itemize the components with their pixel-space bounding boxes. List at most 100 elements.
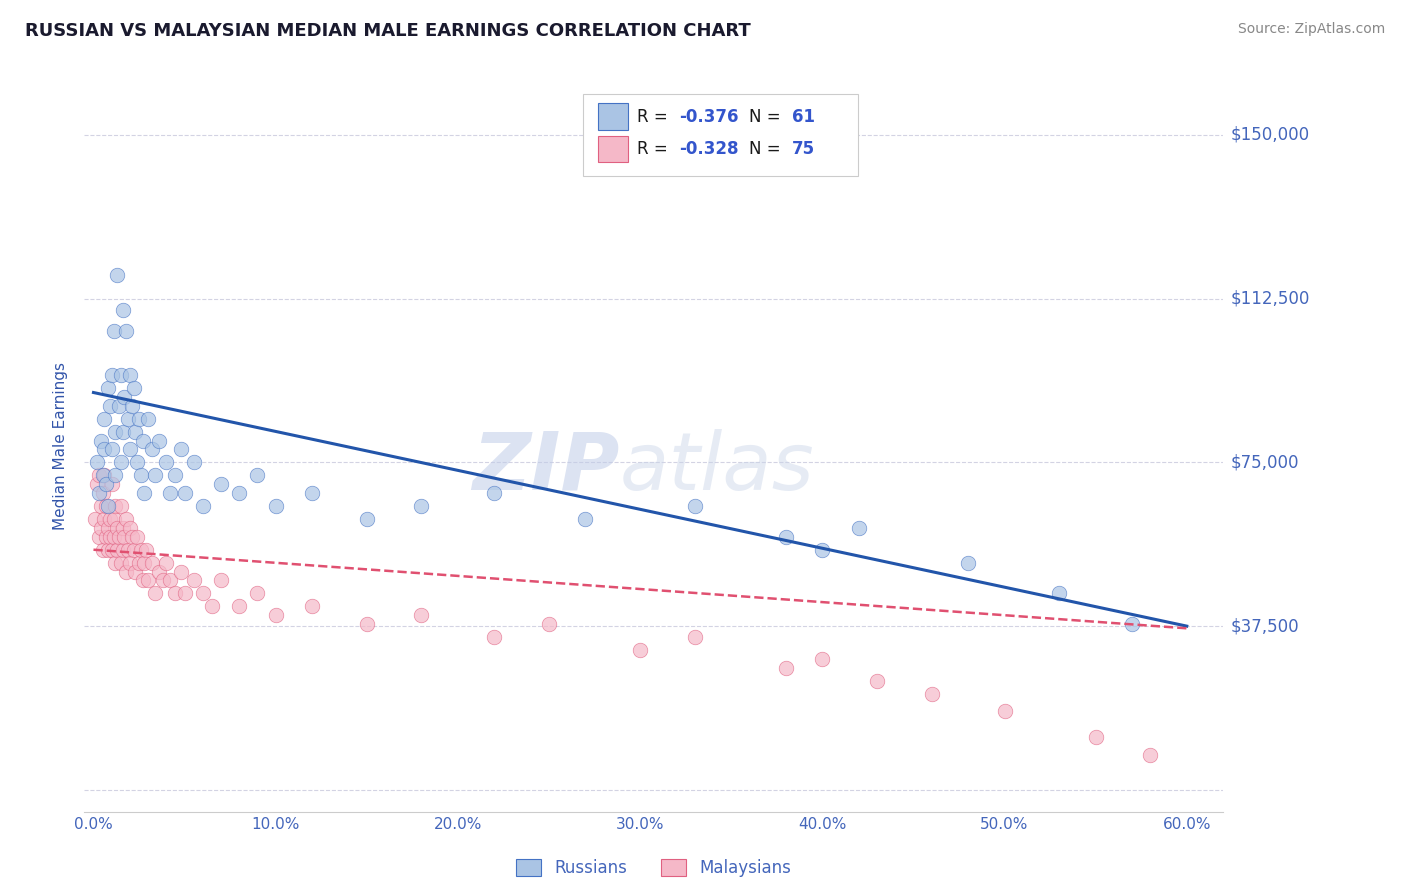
Text: N =: N = — [749, 140, 786, 158]
Point — [537, 616, 560, 631]
Text: ZIP: ZIP — [472, 429, 620, 507]
Point — [170, 442, 193, 457]
Text: -0.376: -0.376 — [679, 108, 738, 126]
Point — [111, 302, 134, 317]
Point — [136, 411, 159, 425]
Text: Source: ZipAtlas.com: Source: ZipAtlas.com — [1237, 22, 1385, 37]
Point — [209, 574, 232, 588]
Point — [131, 574, 153, 588]
Point — [1047, 586, 1070, 600]
Point — [111, 425, 134, 439]
Text: R =: R = — [637, 108, 673, 126]
Point — [98, 512, 121, 526]
Point — [111, 542, 134, 557]
Point — [96, 499, 118, 513]
Point — [173, 486, 195, 500]
Point — [103, 324, 125, 338]
Point — [1121, 616, 1143, 631]
Point — [110, 368, 132, 382]
Text: $150,000: $150,000 — [1230, 126, 1309, 144]
Point — [129, 468, 152, 483]
Point — [100, 542, 122, 557]
Legend: Russians, Malaysians: Russians, Malaysians — [510, 853, 797, 884]
Point — [201, 599, 224, 614]
Point — [98, 530, 121, 544]
Point — [921, 687, 943, 701]
Point — [122, 381, 145, 395]
Point — [683, 499, 706, 513]
Point — [87, 530, 110, 544]
Point — [135, 542, 157, 557]
Point — [86, 477, 108, 491]
Point — [148, 565, 170, 579]
Point — [118, 521, 141, 535]
Point — [122, 542, 145, 557]
Point — [124, 425, 146, 439]
Point — [97, 499, 120, 513]
Point — [209, 477, 232, 491]
Point — [121, 399, 143, 413]
Point — [91, 542, 114, 557]
Point — [152, 574, 174, 588]
Point — [104, 556, 127, 570]
Point — [105, 268, 128, 282]
Point — [100, 477, 122, 491]
Point — [228, 486, 250, 500]
Point — [246, 586, 269, 600]
Point — [91, 468, 114, 483]
Point — [1084, 731, 1107, 745]
Point — [155, 455, 177, 469]
Point — [484, 486, 506, 500]
Point — [811, 542, 834, 557]
Point — [136, 574, 159, 588]
Point — [131, 434, 153, 448]
Point — [93, 468, 115, 483]
Point — [159, 574, 181, 588]
Point — [775, 530, 797, 544]
Point — [97, 542, 120, 557]
Point — [97, 381, 120, 395]
Point — [118, 368, 141, 382]
Point — [104, 425, 127, 439]
Point — [118, 442, 141, 457]
Point — [993, 704, 1015, 718]
Point — [103, 530, 125, 544]
Text: -0.328: -0.328 — [679, 140, 738, 158]
Point — [141, 556, 163, 570]
Point — [574, 512, 596, 526]
Point — [93, 411, 115, 425]
Point — [90, 521, 112, 535]
Point — [105, 521, 128, 535]
Point — [91, 486, 114, 500]
Point — [115, 565, 138, 579]
Point — [103, 512, 125, 526]
Text: 75: 75 — [792, 140, 814, 158]
Point — [100, 442, 122, 457]
Point — [264, 608, 287, 623]
Point — [104, 499, 127, 513]
Point — [866, 673, 889, 688]
Point — [87, 468, 110, 483]
Point — [115, 324, 138, 338]
Point — [228, 599, 250, 614]
Point — [96, 477, 118, 491]
Text: R =: R = — [637, 140, 673, 158]
Point — [191, 499, 214, 513]
Point — [170, 565, 193, 579]
Point — [118, 556, 141, 570]
Text: 61: 61 — [792, 108, 814, 126]
Text: $112,500: $112,500 — [1230, 290, 1310, 308]
Text: RUSSIAN VS MALAYSIAN MEDIAN MALE EARNINGS CORRELATION CHART: RUSSIAN VS MALAYSIAN MEDIAN MALE EARNING… — [25, 22, 751, 40]
Point — [90, 499, 112, 513]
Point — [165, 468, 187, 483]
Point — [145, 468, 167, 483]
Point — [246, 468, 269, 483]
Point — [111, 521, 134, 535]
Point — [100, 368, 122, 382]
Point — [173, 586, 195, 600]
Point — [114, 390, 136, 404]
Point — [683, 630, 706, 644]
Point — [128, 411, 150, 425]
Point — [183, 574, 205, 588]
Text: atlas: atlas — [620, 429, 814, 507]
